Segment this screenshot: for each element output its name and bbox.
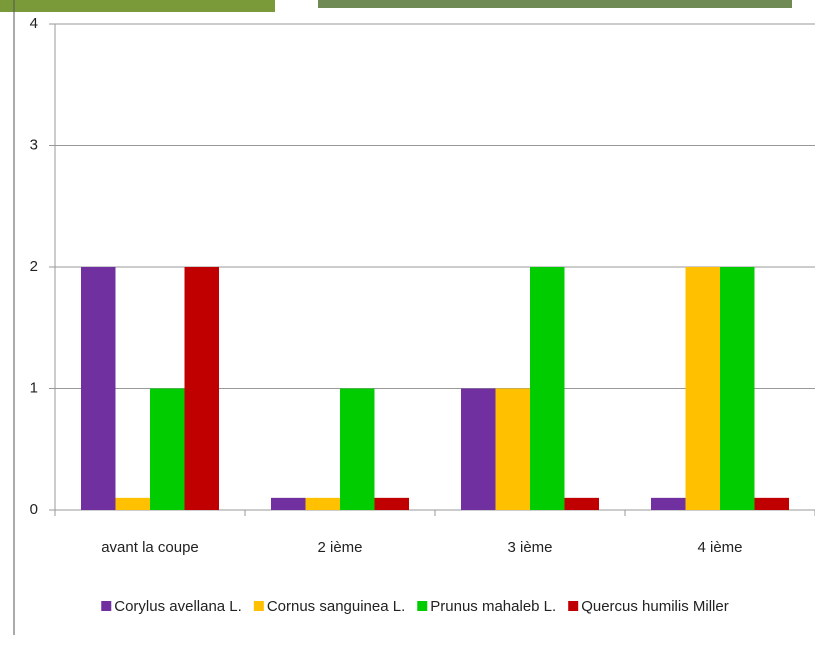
bar [461, 389, 496, 511]
y-tick-label: 4 [30, 15, 38, 32]
chart: 0 1 2 3 4 avant la coupe 2 ième 3 ième 4 ième Cor… [0, 0, 815, 647]
x-tick-label: avant la coupe [101, 539, 199, 556]
legend-label: Cornus sanguinea L. [267, 598, 405, 615]
bar [686, 267, 721, 510]
bar [651, 498, 686, 510]
bar [150, 389, 185, 511]
bar [185, 267, 220, 510]
page: {"chart_data": {"type": "bar", "categori… [0, 0, 815, 647]
bar [720, 267, 755, 510]
bar [496, 389, 531, 511]
x-tick-label: 4 ième [697, 539, 742, 556]
y-tick-label: 0 [30, 501, 38, 518]
bar [271, 498, 306, 510]
bar [375, 498, 410, 510]
bar [116, 498, 151, 510]
bar [340, 389, 375, 511]
legend-label: Prunus mahaleb L. [430, 598, 556, 615]
x-tick-label: 3 ième [507, 539, 552, 556]
bar [755, 498, 790, 510]
bar [565, 498, 600, 510]
x-tick-label: 2 ième [317, 539, 362, 556]
legend-swatch [254, 601, 264, 611]
photo-strip [0, 0, 275, 12]
y-tick-label: 2 [30, 258, 38, 275]
legend-label: Corylus avellana L. [114, 598, 242, 615]
bar [81, 267, 116, 510]
legend-swatch [417, 601, 427, 611]
photo-strip [318, 0, 792, 8]
y-tick-label: 3 [30, 136, 38, 153]
legend-swatch [101, 601, 111, 611]
legend-label: Quercus humilis Miller [581, 598, 729, 615]
legend-swatch [568, 601, 578, 611]
bar [530, 267, 565, 510]
y-tick-label: 1 [30, 379, 38, 396]
bar [306, 498, 341, 510]
